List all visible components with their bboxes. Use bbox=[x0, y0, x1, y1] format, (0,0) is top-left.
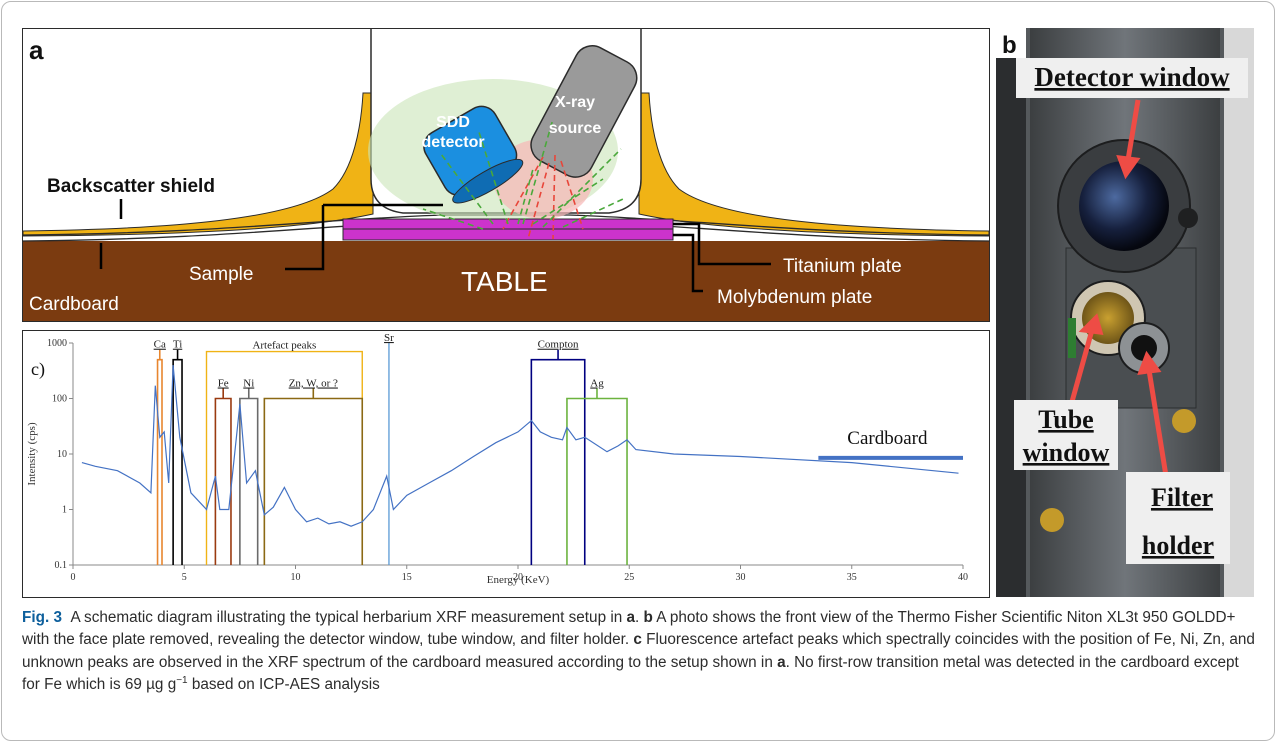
legend-label: Cardboard bbox=[847, 428, 928, 449]
peak-label: Ca bbox=[154, 339, 166, 351]
fluorescence-arrows bbox=[422, 118, 624, 230]
sample-leader bbox=[285, 205, 325, 271]
molybdenum-leader bbox=[673, 233, 703, 293]
detector-window-lens bbox=[1079, 161, 1169, 251]
sdd-detector bbox=[423, 105, 524, 204]
detector-window-label-box bbox=[1016, 58, 1248, 98]
label-detector: detector bbox=[421, 134, 484, 151]
peak-label: Compton bbox=[538, 339, 579, 351]
x-tick-label: 10 bbox=[291, 572, 301, 583]
screw-icon-gold bbox=[1172, 409, 1196, 433]
label-titanium-plate: Titanium plate bbox=[783, 256, 902, 277]
chart-axes: 0 5 10 15 20 25 30 35 40 0.1 1 10 100 1000 bbox=[47, 338, 968, 583]
panel-b-letter: b bbox=[1002, 32, 1017, 59]
peak-label: Fe bbox=[218, 378, 229, 390]
tube-window-label-box bbox=[1014, 400, 1118, 470]
circuit-board bbox=[1068, 318, 1076, 358]
caption-part-6: based on ICP-AES analysis bbox=[187, 675, 380, 693]
x-tick-label: 20 bbox=[513, 572, 523, 583]
label-cardboard: Cardboard bbox=[29, 294, 119, 315]
chart-legend: Cardboard bbox=[818, 428, 963, 460]
chart-series bbox=[81, 365, 959, 527]
caption-ref-a2: a bbox=[777, 653, 786, 671]
y-tick-label: 10 bbox=[57, 449, 67, 460]
caption-part-5: . No first-row transition metal was dete… bbox=[22, 653, 1239, 693]
chart-annotations: Artefact peaks Ca Ti Fe Ni Zn, W, or ? Compton… bbox=[154, 332, 628, 565]
label-window: window bbox=[1023, 438, 1110, 467]
sr-label: Sr bbox=[384, 332, 394, 344]
x-tick-label: 5 bbox=[182, 572, 187, 583]
y-tick-label: 1000 bbox=[47, 338, 67, 349]
photo-illustration: b Detector window Tube window Filter hol… bbox=[996, 28, 1254, 597]
label-holder: holder bbox=[1142, 531, 1214, 560]
label-table: TABLE bbox=[461, 266, 548, 297]
screw-icon bbox=[1178, 208, 1198, 228]
molybdenum-plate bbox=[342, 228, 674, 241]
caption-ref-c: c bbox=[633, 631, 642, 649]
y-tick-label: 1 bbox=[62, 505, 67, 516]
xray-source bbox=[530, 45, 638, 178]
caption-part-4: Fluorescence artefact peaks which spectr… bbox=[22, 631, 1255, 671]
x-tick-label: 25 bbox=[624, 572, 634, 583]
caption-part-2: . bbox=[635, 609, 644, 626]
caption-ref-a1: a bbox=[626, 609, 635, 626]
y-tick-label: 100 bbox=[52, 394, 67, 405]
peak-label: Ag bbox=[590, 378, 604, 390]
panel-b-photo: b Detector window Tube window Filter hol… bbox=[996, 28, 1254, 597]
label-backscatter-shield: Backscatter shield bbox=[47, 176, 215, 197]
peak-bracket bbox=[239, 397, 259, 565]
label-detector-window: Detector window bbox=[1034, 62, 1230, 92]
label-filter: Filter bbox=[1151, 483, 1213, 512]
filter-holder-label-box bbox=[1126, 472, 1230, 564]
series-cardboard-line bbox=[81, 365, 959, 527]
caption-part-1: A schematic diagram illustrating the typ… bbox=[70, 609, 627, 626]
artefact-group-box bbox=[205, 350, 363, 565]
x-tick-label: 35 bbox=[847, 572, 857, 583]
peak-bracket bbox=[156, 358, 163, 565]
peak-label: Ni bbox=[243, 378, 254, 390]
peak-label: Ti bbox=[173, 339, 182, 351]
peak-bracket bbox=[214, 397, 232, 565]
screw-icon-gold-2 bbox=[1040, 508, 1064, 532]
label-sample: Sample bbox=[189, 264, 253, 285]
y-axis-label: Intensity (cps) bbox=[26, 422, 38, 486]
titanium-leader bbox=[673, 222, 771, 266]
label-xray: X-ray bbox=[555, 94, 595, 111]
figure-caption: Fig. 3 A schematic diagram illustrating … bbox=[22, 607, 1260, 696]
x-tick-label: 15 bbox=[402, 572, 412, 583]
backscatter-shield-right bbox=[638, 92, 989, 237]
figure-label: Fig. 3 bbox=[22, 609, 62, 626]
label-tube: Tube bbox=[1038, 405, 1093, 434]
peak-bracket bbox=[566, 397, 628, 565]
y-tick-label: 0.1 bbox=[55, 560, 68, 571]
panel-c-spectrum: c) Intensity (cps) Energy (KeV) 0 5 10 15 20… bbox=[22, 330, 990, 598]
panel-a-letter: a bbox=[29, 35, 44, 65]
filter-holder-hole bbox=[1131, 335, 1157, 361]
artefact-group-label: Artefact peaks bbox=[252, 340, 316, 352]
chart-panel-label: c) bbox=[31, 359, 45, 380]
peak-bracket bbox=[263, 397, 364, 565]
peak-bracket bbox=[530, 358, 586, 565]
caption-part-3: A photo shows the front view of the Ther… bbox=[22, 609, 1236, 649]
peak-bracket bbox=[172, 358, 183, 565]
label-molybdenum-plate: Molybdenum plate bbox=[717, 287, 872, 308]
x-tick-label: 30 bbox=[736, 572, 746, 583]
primary-beam-arrows bbox=[502, 154, 584, 240]
x-tick-label: 0 bbox=[71, 572, 76, 583]
panel-a-schematic: a Backscatter shield Cardboard Sample TA… bbox=[22, 28, 990, 322]
backscatter-shield-left bbox=[23, 92, 374, 237]
table-block bbox=[23, 241, 989, 321]
label-source: source bbox=[549, 120, 602, 137]
caption-ref-b: b bbox=[643, 609, 653, 626]
x-axis-label: Energy (KeV) bbox=[487, 574, 550, 586]
caption-superscript: −1 bbox=[176, 674, 188, 686]
label-sdd: SDD bbox=[436, 114, 470, 131]
schematic-svg: a Backscatter shield Cardboard Sample TA… bbox=[23, 29, 989, 321]
x-tick-label: 40 bbox=[958, 572, 968, 583]
spectrum-chart: c) Intensity (cps) Energy (KeV) 0 5 10 15 20… bbox=[26, 332, 968, 586]
peak-label: Zn, W, or ? bbox=[289, 378, 338, 390]
